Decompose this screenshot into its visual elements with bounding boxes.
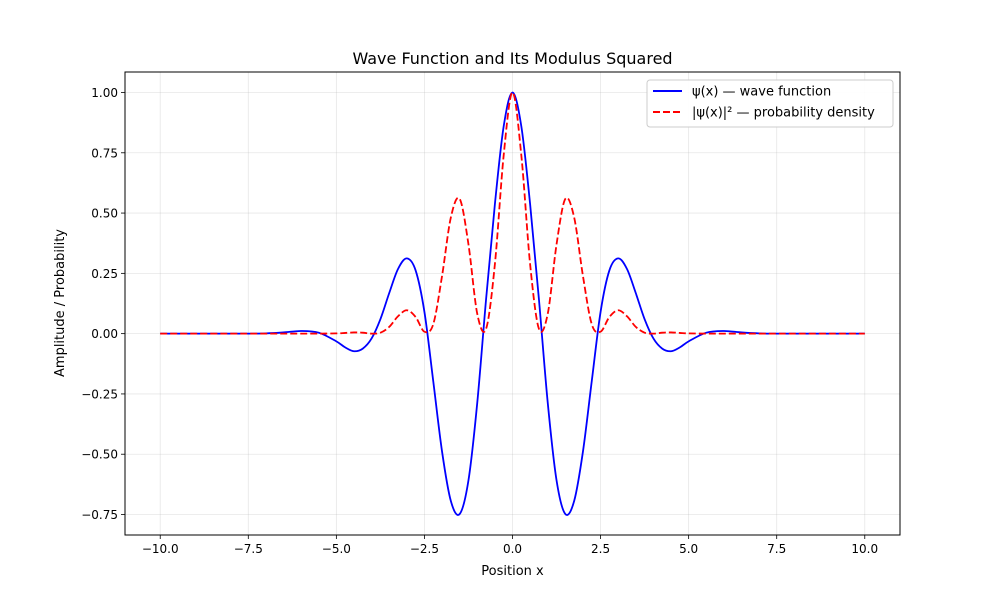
series-layer	[160, 91, 865, 516]
plot-area	[125, 72, 900, 535]
legend-label-probability-density: |ψ(x)|² — probability density	[692, 106, 875, 121]
x-tick-label: 5.0	[679, 542, 698, 556]
y-tick-label: 0.25	[91, 267, 118, 281]
legend-box	[646, 79, 894, 128]
x-axis-label: Position x	[481, 564, 544, 579]
x-tick-label: 2.5	[591, 542, 610, 556]
y-tick-label: 0.75	[91, 146, 118, 160]
y-tick-label: 0.50	[91, 207, 118, 221]
x-tick-label: 10.0	[851, 542, 878, 556]
y-tick-label: −0.50	[81, 448, 118, 462]
y-tick-label: 1.00	[91, 86, 118, 100]
chart-title: Wave Function and Its Modulus Squared	[352, 49, 672, 68]
x-axis-ticks: −10.0 −7.5 −5.0 −2.5 0.0 2.5 5.0 7.5 10.0	[142, 535, 878, 556]
x-tick-label: 7.5	[767, 542, 786, 556]
x-tick-label: −5.0	[322, 542, 351, 556]
legend-label-wave-function: ψ(x) — wave function	[692, 85, 831, 100]
y-axis-label: Amplitude / Probability	[53, 229, 68, 377]
x-tick-label: 0.0	[503, 542, 522, 556]
x-tick-label: −2.5	[410, 542, 439, 556]
x-tick-label: −7.5	[234, 542, 263, 556]
x-tick-label: −10.0	[142, 542, 179, 556]
y-tick-label: 0.00	[91, 327, 118, 341]
y-tick-label: −0.75	[81, 508, 118, 522]
series-line-wave-function	[160, 91, 865, 516]
y-axis-ticks: −0.75 −0.50 −0.25 0.00 0.25 0.50 0.75 1.00	[81, 86, 125, 522]
legend: ψ(x) — wave function |ψ(x)|² — probabili…	[646, 79, 894, 128]
y-tick-label: −0.25	[81, 387, 118, 401]
series-line-probability-density	[160, 91, 865, 335]
grid	[125, 72, 900, 535]
